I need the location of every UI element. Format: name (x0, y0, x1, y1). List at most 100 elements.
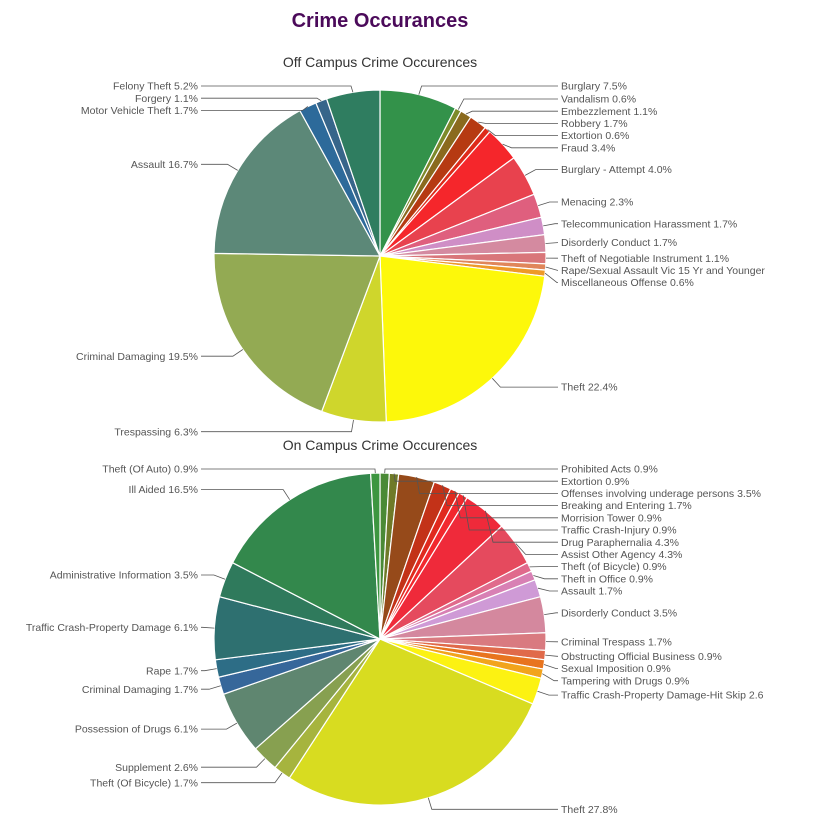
leader-line (201, 772, 283, 784)
slice-label: Burglary 7.5% (561, 81, 627, 93)
pie-slice (325, 89, 381, 257)
slice-label: Breaking and Entering 1.7% (561, 500, 692, 512)
slice-label: Drug Paraphernalia 4.3% (561, 537, 679, 549)
leader-line (545, 242, 558, 244)
pie-slice (213, 109, 382, 257)
slice-label: Offenses involving underage persons 3.5% (561, 488, 761, 500)
leader-line (544, 272, 558, 284)
slice-label: Obstructing Official Business 0.9% (561, 651, 722, 663)
leader-line (515, 543, 558, 555)
leader-line (465, 110, 558, 115)
leader-line (543, 664, 558, 669)
leader-line (201, 468, 376, 474)
leader-line (462, 495, 558, 531)
leader-line (442, 485, 558, 507)
leader-line (201, 85, 354, 93)
slice-label: Rape 1.7% (146, 665, 198, 677)
pie-chart-2: On Campus Crime Occurences Prohibited Act… (26, 437, 764, 816)
leader-line (485, 510, 558, 543)
leader-line (543, 223, 558, 227)
slice-label: Theft (of Bicycle) 0.9% (561, 561, 667, 573)
slice-label: Traffic Crash-Injury 0.9% (561, 525, 677, 537)
slice-label: Vandalism 0.6% (561, 94, 636, 106)
pie-chart-1: Off Campus Crime Occurences Burglary 7.5%… (76, 54, 765, 438)
slice-label: Embezzlement 1.1% (561, 106, 657, 118)
slice-label: Possession of Drugs 6.1% (75, 724, 198, 736)
slice-label: Theft in Office 0.9% (561, 573, 653, 585)
slice-label: Assist Other Agency 4.3% (561, 549, 682, 561)
leader-line (537, 690, 558, 696)
chart-title: On Campus Crime Occurences (283, 437, 478, 453)
leader-line (537, 587, 558, 592)
slice-label: Supplement 2.6% (115, 762, 198, 774)
slice-label: Burglary - Attempt 4.0% (561, 164, 672, 176)
leader-line (427, 797, 558, 810)
leader-line (201, 489, 291, 500)
slice-label: Felony Theft 5.2% (113, 81, 198, 93)
leader-line (201, 349, 244, 357)
leader-line (384, 468, 558, 474)
leader-line (524, 169, 558, 176)
slice-label: Disorderly Conduct 3.5% (561, 607, 677, 619)
slice-label: Telecommunication Harassment 1.7% (561, 218, 737, 230)
leader-line (487, 129, 558, 137)
slice-label: Criminal Trespass 1.7% (561, 636, 672, 648)
leader-line (201, 668, 217, 672)
slice-label: Forgery 1.1% (135, 93, 198, 105)
slice-label: Theft 27.8% (561, 804, 618, 816)
leader-line (201, 163, 238, 171)
slice-label: Fraud 3.4% (561, 142, 615, 154)
leader-line (454, 490, 558, 519)
slice-label: Morrision Tower 0.9% (561, 512, 662, 524)
slice-label: Miscellaneous Offense 0.6% (561, 277, 694, 289)
slice-label: Menacing 2.3% (561, 197, 633, 209)
pie-slice (213, 252, 381, 413)
leader-line (538, 201, 558, 206)
slice-label: Trespassing 6.3% (114, 426, 198, 438)
slice-label: Robbery 1.7% (561, 118, 628, 130)
slice-label: Rape/Sexual Assault Vic 15 Yr and Younge… (561, 265, 765, 277)
slice-label: Tampering with Drugs 0.9% (561, 675, 689, 687)
chart-title: Off Campus Crime Occurences (283, 54, 477, 70)
slice-label: Ill Aided 16.5% (129, 484, 198, 496)
pie-slice (231, 472, 381, 641)
page-title: Crime Occurances (291, 10, 469, 32)
pie-slice (379, 255, 546, 423)
leader-line (478, 121, 558, 124)
leader-line (544, 612, 558, 615)
leader-line (502, 143, 558, 149)
slice-label: Theft of Negotiable Instrument 1.1% (561, 253, 729, 265)
leader-line (418, 85, 558, 95)
leader-line (201, 758, 266, 768)
slice-label: Motor Vehicle Theft 1.7% (81, 105, 198, 117)
leader-line (201, 626, 215, 629)
leader-line (457, 98, 558, 110)
leader-line (416, 477, 558, 494)
leader-line (492, 378, 558, 388)
leader-line (545, 654, 558, 657)
slice-label: Assault 16.7% (131, 159, 198, 171)
leader-line (201, 419, 354, 433)
leader-line (393, 473, 558, 482)
leader-line (201, 574, 226, 580)
slice-label: Criminal Damaging 19.5% (76, 351, 198, 363)
slice-label: Theft (Of Auto) 0.9% (102, 464, 198, 476)
slice-label: Criminal Damaging 1.7% (82, 684, 198, 696)
slice-label: Theft (Of Bicycle) 1.7% (90, 777, 198, 789)
slice-label: Disorderly Conduct 1.7% (561, 237, 677, 249)
slice-label: Administrative Information 3.5% (50, 570, 198, 582)
leader-line (533, 575, 558, 580)
slice-label: Prohibited Acts 0.9% (561, 464, 658, 476)
slice-label: Theft 22.4% (561, 382, 618, 394)
slice-label: Sexual Imposition 0.9% (561, 663, 671, 675)
slice-label: Extortion 0.9% (561, 476, 629, 488)
slice-label: Extortion 0.6% (561, 130, 629, 142)
leader-line (201, 685, 221, 690)
slice-label: Traffic Crash-Property Damage-Hit Skip 2… (561, 690, 764, 702)
leader-line (542, 673, 558, 682)
leader-line (201, 106, 309, 111)
slice-label: Assault 1.7% (561, 586, 622, 598)
slice-label: Traffic Crash-Property Damage 6.1% (26, 622, 198, 634)
leader-line (201, 97, 322, 102)
